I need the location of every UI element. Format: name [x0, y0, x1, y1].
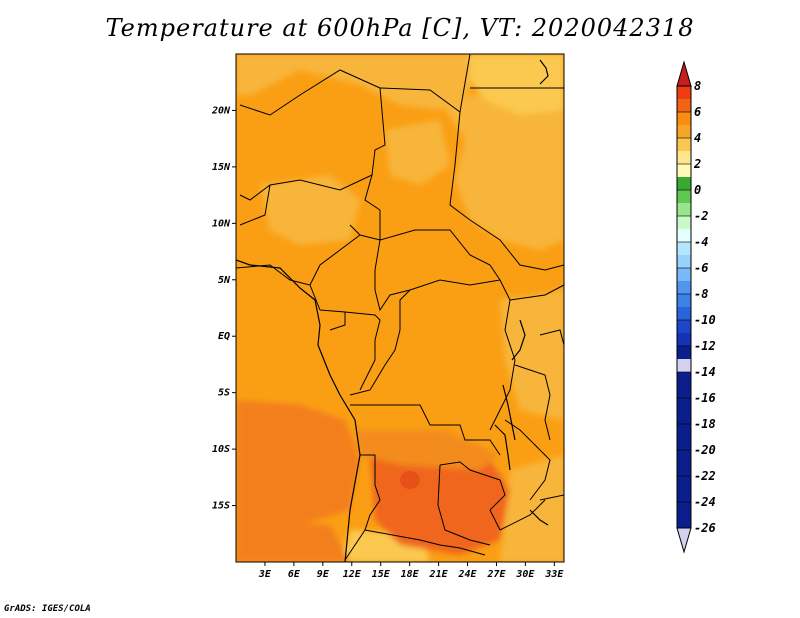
- y-axis: 20N 15N 10N 5N EQ 5S 10S 15S: [211, 105, 236, 512]
- colorbar-label: -24: [694, 495, 716, 509]
- colorbar-box: [677, 216, 691, 229]
- field-patch-warm-rim: [355, 430, 500, 470]
- y-tick-label: EQ: [218, 331, 230, 342]
- colorbar-bottom-arrow: [676, 527, 692, 554]
- x-tick-label: 12E: [343, 569, 362, 580]
- field-patch-warmest: [400, 471, 420, 489]
- x-tick-label: 21E: [429, 569, 449, 580]
- colorbar-box: [677, 203, 691, 216]
- plot-frame: [235, 53, 565, 563]
- chart-title: Temperature at 600hPa [C], VT: 202004231…: [105, 14, 695, 42]
- colorbar-label: -16: [694, 391, 716, 405]
- colorbar-box: [677, 346, 691, 359]
- colorbar-box: [677, 294, 691, 307]
- colorbar-box: [677, 242, 691, 255]
- colorbar-top-arrow: [676, 60, 692, 87]
- colorbar-box: [677, 320, 691, 333]
- x-tick-label: 3E: [258, 569, 272, 580]
- colorbar-box: [677, 437, 691, 450]
- colorbar-label: -2: [694, 209, 708, 223]
- colorbar-label: 6: [694, 105, 701, 119]
- field-patch-light-sahara: [236, 54, 470, 110]
- colorbar-box: [677, 476, 691, 489]
- colorbar-label: -14: [694, 365, 716, 379]
- y-tick-label: 20N: [211, 105, 231, 116]
- colorbar-box: [677, 489, 691, 502]
- colorbar-box: [677, 359, 691, 372]
- x-tick-label: 27E: [486, 569, 506, 580]
- y-tick-label: 5N: [218, 275, 231, 286]
- field-patch-light-mozambique: [500, 455, 564, 562]
- x-tick-label: 33E: [544, 569, 564, 580]
- colorbar-label: -6: [694, 261, 708, 275]
- colorbar-box: [677, 398, 691, 411]
- x-tick-label: 30E: [515, 569, 535, 580]
- field-patch-light-nigeria: [260, 175, 360, 245]
- colorbar-box: [677, 450, 691, 463]
- field-patch-warm-south: [236, 520, 350, 562]
- colorbar-box: [677, 177, 691, 190]
- colorbar-box: [677, 190, 691, 203]
- colorbar-label: 0: [694, 183, 701, 197]
- colorbar-box: [677, 138, 691, 151]
- colorbar-label: -18: [694, 417, 716, 431]
- colorbar-box: [677, 502, 691, 515]
- colorbar-box: [677, 385, 691, 398]
- colorbar-box: [677, 333, 691, 346]
- colorbar: 8 6 4 2 0 -2 -4 -6 -8 -10 -12 -14 -16 -18 -20 -22 -24 -26: [676, 60, 716, 554]
- colorbar-box: [677, 99, 691, 112]
- field-patch-light-sudan: [440, 80, 564, 250]
- colorbar-label: -10: [694, 313, 716, 327]
- coastlines: [236, 59, 549, 562]
- colorbar-box: [677, 164, 691, 177]
- country-borders: [236, 54, 564, 561]
- colorbar-box: [677, 424, 691, 437]
- y-tick-label: 5S: [218, 388, 230, 399]
- x-tick-label: 6E: [288, 569, 301, 580]
- y-tick-label: 15N: [212, 162, 231, 173]
- colorbar-box: [677, 86, 691, 99]
- colorbar-label: -20: [694, 443, 716, 457]
- colorbar-label: 4: [694, 131, 701, 145]
- colorbar-label: -4: [694, 235, 708, 249]
- colorbar-box: [677, 268, 691, 281]
- field-patch-warm-atlantic: [236, 400, 360, 525]
- colorbar-box: [677, 255, 691, 268]
- x-tick-label: 18E: [401, 569, 420, 580]
- colorbar-box: [677, 372, 691, 385]
- field-patch-light-chad: [385, 120, 450, 185]
- colorbar-label: 8: [694, 79, 701, 93]
- colorbar-box: [677, 307, 691, 320]
- colorbar-box: [677, 463, 691, 476]
- y-tick-label: 15S: [212, 501, 230, 512]
- colorbar-box: [677, 411, 691, 424]
- x-tick-label: 24E: [457, 569, 477, 580]
- colorbar-box: [677, 515, 691, 528]
- field-patch-light-sudan-top: [470, 54, 564, 115]
- colorbar-label: -22: [694, 469, 716, 483]
- colorbar-label: -12: [694, 339, 716, 353]
- colorbar-label: -26: [694, 521, 716, 535]
- credit-text: GrADS: IGES/COLA: [4, 604, 91, 614]
- colorbar-box: [677, 112, 691, 125]
- colorbar-box: [677, 125, 691, 138]
- y-tick-label: 10S: [212, 444, 230, 455]
- colorbar-box: [677, 281, 691, 294]
- colorbar-label: 2: [693, 157, 701, 171]
- colorbar-box: [677, 229, 691, 242]
- colorbar-box: [677, 151, 691, 164]
- y-tick-label: 10N: [212, 218, 231, 229]
- x-axis: 3E 6E 9E 12E 15E 18E 21E 24E 27E 30E 33E: [258, 562, 564, 580]
- x-tick-label: 15E: [372, 569, 391, 580]
- x-tick-label: 9E: [317, 569, 330, 580]
- temperature-field: [236, 54, 564, 562]
- colorbar-label: -8: [694, 287, 708, 301]
